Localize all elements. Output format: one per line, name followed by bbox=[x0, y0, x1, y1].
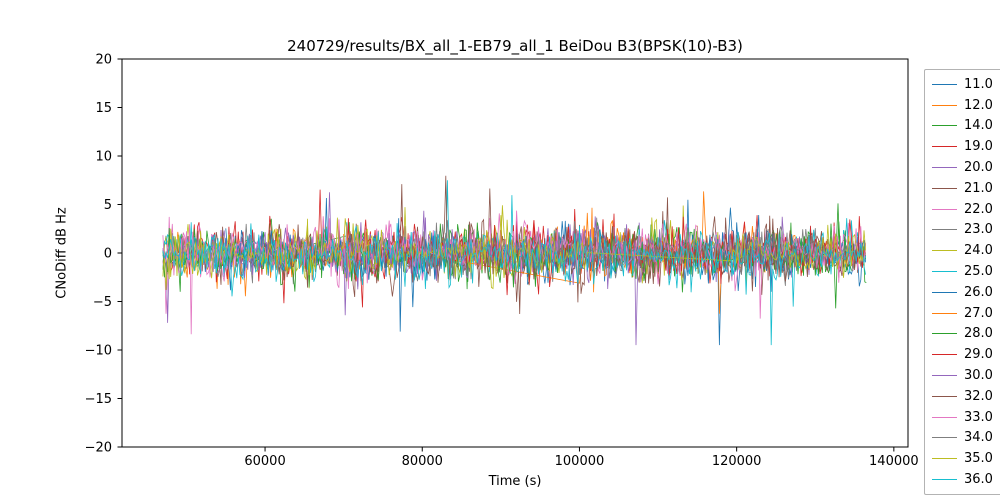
legend-line-swatch bbox=[932, 187, 957, 189]
series-line-34.0 bbox=[421, 220, 863, 279]
legend-line-swatch bbox=[932, 479, 957, 481]
legend-line-swatch bbox=[932, 208, 957, 210]
legend-line-swatch bbox=[932, 167, 957, 169]
legend-item: 36.0 bbox=[932, 469, 993, 490]
legend-item: 34.0 bbox=[932, 428, 993, 449]
legend-item: 23.0 bbox=[932, 220, 993, 241]
x-tick-label: 60000 bbox=[244, 454, 285, 469]
legend-line-swatch bbox=[932, 146, 957, 148]
legend-label: 20.0 bbox=[964, 160, 993, 176]
legend-item: 26.0 bbox=[932, 282, 993, 303]
legend-line-swatch bbox=[932, 395, 957, 397]
legend-item: 24.0 bbox=[932, 240, 993, 261]
legend-label: 12.0 bbox=[964, 97, 993, 113]
legend-label: 27.0 bbox=[964, 305, 993, 321]
legend-label: 34.0 bbox=[964, 430, 993, 446]
legend: 11.0 12.0 14.0 19.0 20.0 21.0 22.0 23.0 24.0 25.0… bbox=[924, 69, 1000, 495]
legend-line-swatch bbox=[932, 312, 957, 314]
legend-item: 12.0 bbox=[932, 95, 993, 116]
legend-label: 21.0 bbox=[964, 180, 993, 196]
x-tick-label: 80000 bbox=[402, 454, 443, 469]
x-axis-label: Time (s) bbox=[488, 474, 542, 489]
y-tick-label: 15 bbox=[95, 101, 112, 116]
legend-label: 23.0 bbox=[964, 222, 993, 238]
legend-label: 26.0 bbox=[964, 284, 993, 300]
legend-label: 24.0 bbox=[964, 243, 993, 259]
chart-title: 240729/results/BX_all_1-EB79_all_1 BeiDo… bbox=[287, 37, 743, 55]
y-tick-label: −20 bbox=[85, 441, 112, 456]
y-tick-label: −10 bbox=[85, 344, 112, 359]
y-axis-label: CNoDiff dB Hz bbox=[54, 207, 70, 299]
series-group bbox=[162, 175, 867, 346]
legend-item: 28.0 bbox=[932, 324, 993, 345]
legend-item: 21.0 bbox=[932, 178, 993, 199]
y-tick-label: 0 bbox=[104, 247, 112, 262]
legend-item: 29.0 bbox=[932, 344, 993, 365]
legend-item: 22.0 bbox=[932, 199, 993, 220]
legend-line-swatch bbox=[932, 104, 957, 106]
legend-item: 19.0 bbox=[932, 136, 993, 157]
legend-item: 35.0 bbox=[932, 448, 993, 469]
legend-item: 30.0 bbox=[932, 365, 993, 386]
legend-label: 25.0 bbox=[964, 264, 993, 280]
legend-label: 11.0 bbox=[964, 76, 993, 92]
x-tick-label: 140000 bbox=[869, 454, 919, 469]
legend-line-swatch bbox=[932, 125, 957, 127]
legend-label: 32.0 bbox=[964, 388, 993, 404]
legend-label: 28.0 bbox=[964, 326, 993, 342]
series-line-35.0 bbox=[162, 215, 866, 291]
legend-label: 30.0 bbox=[964, 368, 993, 384]
y-tick-label: 5 bbox=[104, 198, 112, 213]
legend-line-swatch bbox=[932, 250, 957, 252]
x-tick-label: 120000 bbox=[712, 454, 762, 469]
y-tick-label: −5 bbox=[93, 295, 112, 310]
legend-line-swatch bbox=[932, 458, 957, 460]
legend-item: 20.0 bbox=[932, 157, 993, 178]
legend-label: 36.0 bbox=[964, 472, 993, 488]
legend-line-swatch bbox=[932, 354, 957, 356]
legend-label: 22.0 bbox=[964, 201, 993, 217]
legend-line-swatch bbox=[932, 437, 957, 439]
legend-line-swatch bbox=[932, 229, 957, 231]
legend-label: 35.0 bbox=[964, 451, 993, 467]
legend-line-swatch bbox=[932, 83, 957, 85]
legend-item: 14.0 bbox=[932, 116, 993, 137]
y-tick-label: −15 bbox=[85, 392, 112, 407]
series-line-36.0 bbox=[162, 222, 866, 346]
legend-item: 27.0 bbox=[932, 303, 993, 324]
legend-label: 19.0 bbox=[964, 139, 993, 155]
legend-label: 33.0 bbox=[964, 409, 993, 425]
legend-line-swatch bbox=[932, 271, 957, 273]
legend-line-swatch bbox=[932, 333, 957, 335]
legend-label: 29.0 bbox=[964, 347, 993, 363]
legend-label: 14.0 bbox=[964, 118, 993, 134]
legend-item: 25.0 bbox=[932, 261, 993, 282]
legend-item: 11.0 bbox=[932, 74, 993, 95]
legend-line-swatch bbox=[932, 416, 957, 418]
legend-line-swatch bbox=[932, 291, 957, 293]
y-tick-label: 20 bbox=[95, 53, 112, 68]
y-tick-label: 10 bbox=[95, 150, 112, 165]
x-tick-label: 100000 bbox=[555, 454, 605, 469]
legend-item: 32.0 bbox=[932, 386, 993, 407]
legend-line-swatch bbox=[932, 375, 957, 377]
legend-item: 33.0 bbox=[932, 407, 993, 428]
